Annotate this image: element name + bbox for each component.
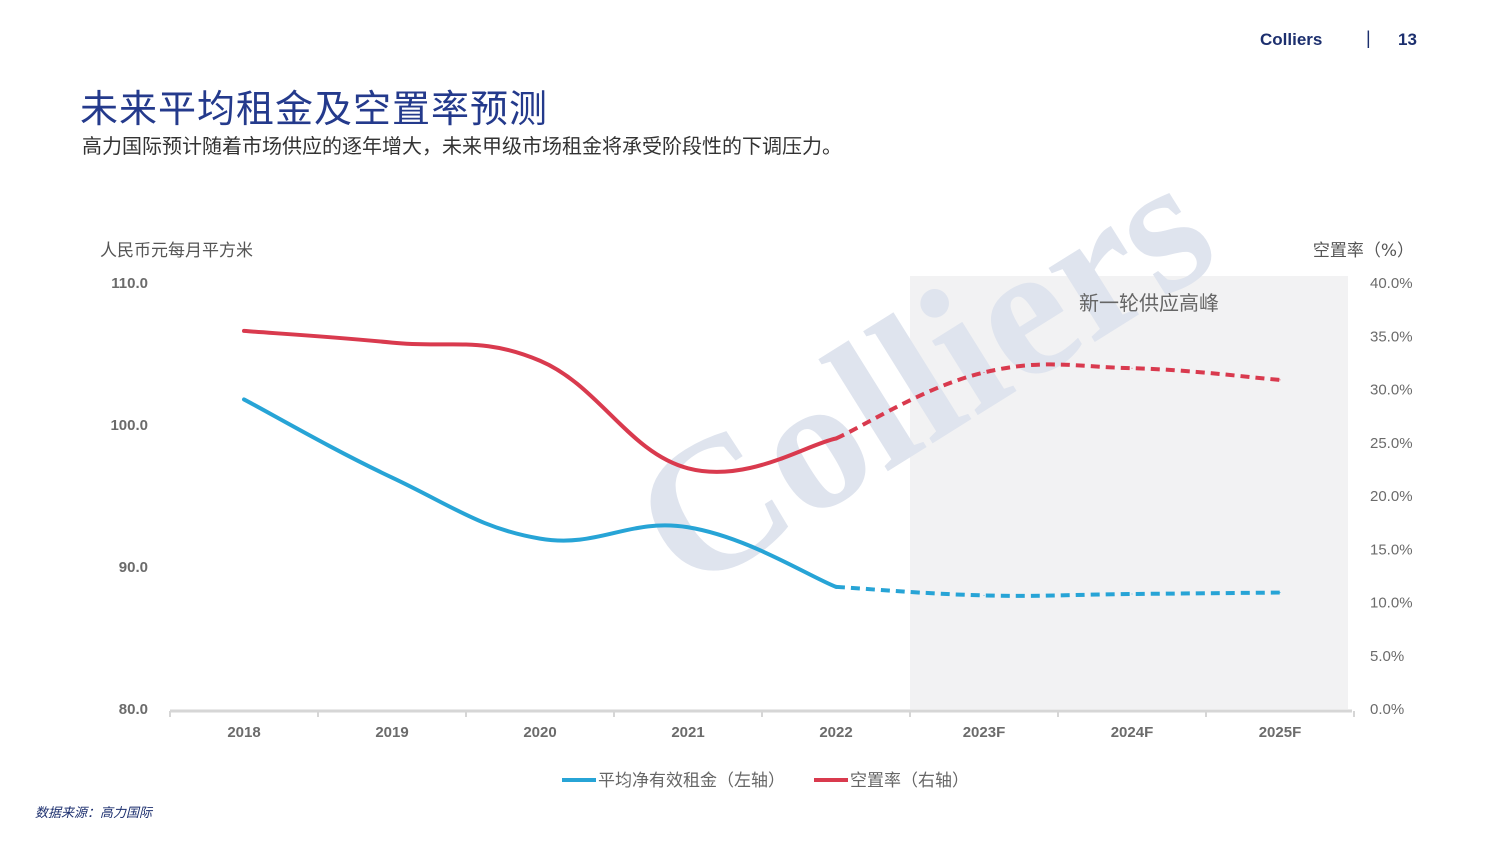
vacancy-data-point (539, 360, 541, 362)
left-axis-tick-label: 80.0 (119, 701, 148, 718)
rent-data-point (687, 526, 689, 528)
right-axis-tick-label: 15.0% (1370, 541, 1413, 558)
page-number: 13 (1398, 30, 1417, 49)
x-tick-label: 2019 (375, 724, 408, 741)
x-tick-label: 2023F (963, 724, 1006, 741)
rent-data-point (391, 477, 393, 479)
rent-data-point (1131, 593, 1133, 595)
left-axis-tick-label: 100.0 (110, 417, 148, 434)
x-tick-label: 2024F (1111, 724, 1154, 741)
page-subtitle: 高力国际预计随着市场供应的逐年增大，未来甲级市场租金将承受阶段性的下调压力。 (82, 134, 842, 158)
rent-data-point (1279, 592, 1281, 594)
vacancy-data-point (687, 467, 689, 469)
vacancy-data-point (983, 371, 985, 373)
shaded-region-label: 新一轮供应高峰 (1079, 291, 1219, 315)
page-title: 未来平均租金及空置率预测 (80, 87, 549, 131)
brand-logo-text: Colliers (1260, 30, 1323, 49)
right-axis-tick-label: 0.0% (1370, 701, 1404, 718)
data-source-note: 数据来源：高力国际 (35, 806, 153, 821)
x-tick-label: 2025F (1259, 724, 1302, 741)
left-axis-title: 人民币元每月平方米 (100, 241, 253, 261)
legend-label-rent: 平均净有效租金（左轴） (598, 771, 785, 791)
supply-peak-shaded-region (910, 276, 1348, 709)
vacancy-line-forecast (835, 362, 1281, 441)
rent-data-point (983, 594, 985, 596)
vacancy-data-point (1279, 379, 1281, 381)
left-axis-tick-label: 110.0 (111, 275, 148, 292)
left-axis-tick-label: 90.0 (119, 559, 148, 576)
rent-line-forecast (835, 584, 1281, 598)
x-tick-label: 2020 (523, 724, 556, 741)
rent-data-point (539, 538, 541, 540)
right-axis-title: 空置率（%） (1313, 241, 1414, 261)
legend-label-vacancy: 空置率（右轴） (850, 771, 969, 791)
right-axis-tick-label: 25.0% (1370, 435, 1413, 452)
vacancy-data-point (391, 342, 393, 344)
right-axis-tick-label: 35.0% (1370, 328, 1413, 345)
right-axis-tick-label: 20.0% (1370, 488, 1413, 505)
rent-data-point (243, 398, 245, 400)
right-axis-tick-label: 40.0% (1370, 275, 1413, 292)
rent-data-point (835, 586, 837, 588)
right-axis-tick-label: 10.0% (1370, 595, 1413, 612)
right-axis-tick-label: 30.0% (1370, 382, 1413, 399)
x-tick-label: 2021 (671, 724, 704, 741)
right-axis-tick-label: 5.0% (1370, 648, 1404, 665)
vacancy-data-point (243, 330, 245, 332)
vacancy-data-point (835, 437, 837, 439)
header-separator: | (1366, 28, 1371, 48)
x-tick-label: 2018 (227, 724, 260, 741)
x-tick-label: 2022 (819, 724, 852, 741)
vacancy-data-point (1131, 367, 1133, 369)
